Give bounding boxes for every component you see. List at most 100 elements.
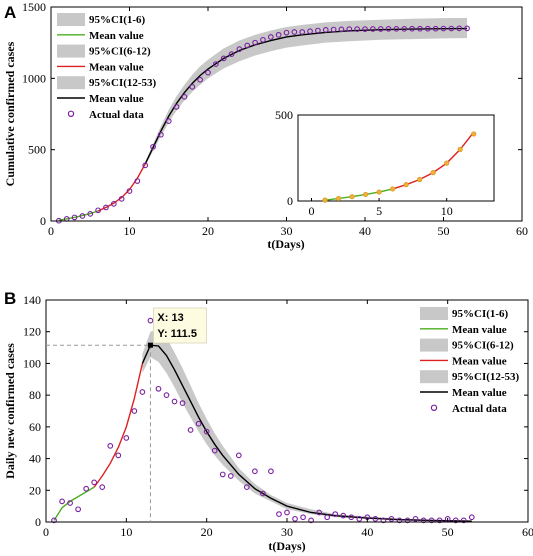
legend-label: Mean value bbox=[89, 61, 144, 73]
actual-data-point bbox=[452, 517, 459, 524]
inset-data-point bbox=[457, 146, 463, 152]
actual-data-point bbox=[267, 34, 274, 40]
actual-data-point bbox=[51, 517, 57, 524]
actual-data-point bbox=[299, 29, 306, 35]
ci-band-12-53 bbox=[145, 17, 468, 167]
datatip-box[interactable] bbox=[153, 307, 207, 344]
actual-data-point bbox=[292, 515, 298, 522]
actual-data-point bbox=[83, 485, 90, 492]
x-tick-label: 0 bbox=[48, 224, 54, 238]
legend-label: Mean value bbox=[89, 30, 144, 42]
actual-data-point bbox=[213, 61, 219, 67]
mean-line bbox=[141, 344, 472, 522]
datatip-x: X: 13 bbox=[157, 312, 183, 324]
legend-label: 95%CI(1-6) bbox=[89, 14, 146, 26]
actual-data-point bbox=[276, 511, 282, 517]
actual-data-point bbox=[370, 26, 376, 32]
actual-data-point bbox=[460, 517, 467, 524]
y-tick-label: 0 bbox=[35, 515, 41, 529]
actual-data-point bbox=[220, 55, 227, 62]
actual-data-point bbox=[99, 484, 106, 490]
inset-data-point bbox=[322, 197, 328, 203]
legend-ci-swatch bbox=[420, 370, 448, 384]
x-tick-label: 20 bbox=[202, 224, 214, 238]
actual-data-point bbox=[79, 213, 86, 219]
inset-frame bbox=[297, 114, 495, 202]
actual-data-point bbox=[165, 118, 172, 124]
actual-data-point bbox=[424, 25, 431, 32]
actual-data-point bbox=[372, 515, 379, 522]
panel-label: B bbox=[4, 289, 16, 308]
legend-label: 95%CI(6-12) bbox=[89, 46, 151, 58]
actual-data-point bbox=[71, 214, 78, 221]
actual-data-point bbox=[330, 26, 337, 33]
actual-data-point bbox=[432, 25, 439, 32]
x-tick-label: 50 bbox=[442, 525, 454, 539]
actual-data-point bbox=[346, 26, 353, 32]
legend-ci-swatch bbox=[420, 338, 448, 352]
y-axis-label: Daily new confirmed cases bbox=[3, 343, 17, 479]
actual-data-point bbox=[187, 427, 194, 433]
actual-data-point bbox=[417, 25, 423, 32]
legend-label: Mean value bbox=[452, 355, 507, 367]
actual-data-point bbox=[150, 143, 156, 150]
actual-data-point bbox=[126, 188, 133, 194]
actual-data-point bbox=[340, 512, 347, 519]
inset-x-tick-label: 5 bbox=[376, 204, 382, 218]
actual-data-point bbox=[291, 29, 298, 35]
y-tick-label: 120 bbox=[23, 325, 41, 339]
legend-label: Actual data bbox=[89, 109, 144, 121]
y-axis-label: Cumulative confirmed cases bbox=[3, 41, 17, 186]
ci-band-12-53 bbox=[142, 330, 472, 522]
actual-data-point bbox=[197, 76, 203, 83]
inset-data-point bbox=[349, 194, 355, 200]
panel-a: 0 10 20 30 40 50 6005001000150095%CI(1-6)Mean … bbox=[3, 0, 528, 251]
actual-data-point bbox=[396, 517, 403, 524]
actual-data-point bbox=[436, 517, 443, 524]
actual-data-point bbox=[244, 42, 251, 49]
actual-data-point bbox=[252, 468, 258, 475]
legend-label: Mean value bbox=[452, 324, 507, 336]
actual-data-point bbox=[179, 400, 186, 406]
actual-data-point bbox=[268, 468, 274, 475]
actual-data-point bbox=[412, 515, 419, 522]
actual-data-point bbox=[307, 28, 313, 35]
actual-data-point bbox=[260, 36, 266, 43]
actual-data-point bbox=[284, 509, 290, 516]
y-tick-label: 80 bbox=[29, 388, 41, 402]
actual-data-point bbox=[354, 26, 361, 32]
actual-data-point bbox=[134, 178, 141, 184]
actual-data-point bbox=[322, 26, 329, 33]
inset-data-point bbox=[471, 131, 477, 137]
actual-data-point bbox=[110, 201, 117, 207]
actual-data-point bbox=[123, 435, 130, 441]
legend-label: 95%CI(12-53) bbox=[89, 77, 157, 89]
x-tick-label: 40 bbox=[361, 525, 373, 539]
x-axis-label: t(Days) bbox=[268, 539, 305, 553]
actual-data-point bbox=[163, 392, 170, 398]
actual-data-point bbox=[283, 29, 290, 36]
actual-data-point bbox=[252, 39, 258, 46]
actual-data-point bbox=[236, 46, 243, 52]
legend-marker-swatch bbox=[67, 110, 75, 118]
actual-data-point bbox=[139, 389, 146, 395]
actual-data-point bbox=[380, 517, 387, 524]
inset-data-point bbox=[390, 186, 396, 192]
actual-data-point bbox=[87, 211, 94, 217]
actual-data-point bbox=[211, 447, 218, 454]
actual-data-point bbox=[362, 26, 368, 32]
actual-data-point bbox=[324, 514, 331, 521]
actual-data-point bbox=[316, 509, 322, 516]
actual-data-point bbox=[338, 26, 345, 33]
actual-data-point bbox=[428, 517, 435, 524]
actual-data-point bbox=[131, 408, 138, 414]
legend-ci-swatch bbox=[57, 76, 85, 90]
legend-ci-swatch bbox=[57, 13, 85, 26]
actual-data-point bbox=[181, 94, 188, 100]
legend-label: Mean value bbox=[89, 93, 144, 105]
actual-data-point bbox=[315, 27, 321, 34]
actual-data-point bbox=[440, 25, 447, 32]
mean-line bbox=[58, 210, 99, 221]
inset-y-tick-label: 0 bbox=[287, 194, 293, 208]
actual-data-point bbox=[235, 452, 242, 459]
